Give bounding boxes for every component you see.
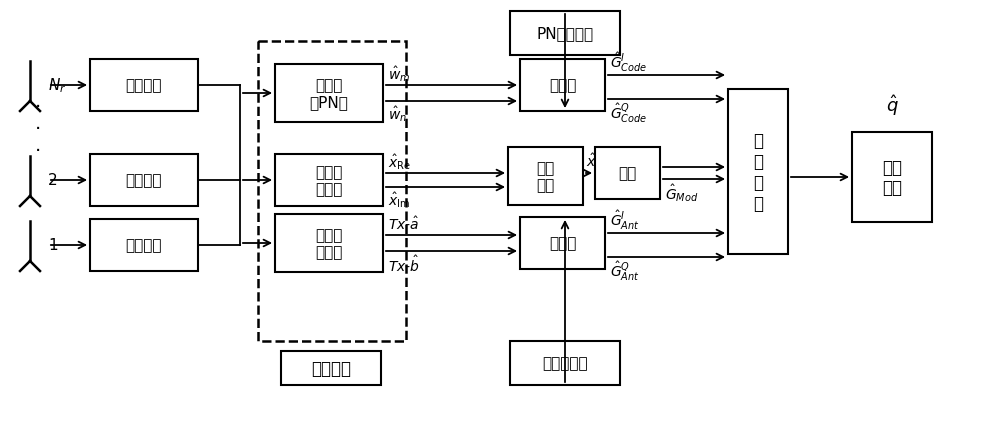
Text: $\hat{G}^I_{Code}$: $\hat{G}^I_{Code}$: [610, 51, 647, 74]
Bar: [275, 65, 383, 123]
Bar: [510, 12, 620, 56]
Text: $\hat{q}$: $\hat{q}$: [886, 93, 898, 118]
Text: $\hat{x}$: $\hat{x}$: [586, 153, 597, 170]
Text: 1: 1: [48, 238, 58, 253]
Text: $\hat{w}_m$: $\hat{w}_m$: [388, 64, 410, 84]
Text: $\hat{G}^I_{Ant}$: $\hat{G}^I_{Ant}$: [610, 208, 640, 231]
Text: 检测调
制符号: 检测调 制符号: [315, 164, 343, 197]
Text: $\hat{x}_{\rm Im}$: $\hat{x}_{\rm Im}$: [388, 190, 410, 209]
Text: 检测激
活天线: 检测激 活天线: [315, 227, 343, 259]
Text: $\hat{w}_n$: $\hat{w}_n$: [388, 104, 407, 124]
Bar: [281, 351, 381, 385]
Text: 并
串
转
换: 并 串 转 换: [753, 132, 763, 212]
Text: 载波恢复: 载波恢复: [126, 238, 162, 253]
Bar: [520, 218, 605, 269]
Text: $\hat{G}_{Mod}$: $\hat{G}_{Mod}$: [665, 181, 698, 203]
Text: 信息
比特: 信息 比特: [882, 158, 902, 197]
Text: $\hat{G}^Q_{Code}$: $\hat{G}^Q_{Code}$: [610, 102, 647, 125]
Bar: [275, 215, 383, 272]
Text: $Tx$-$\hat{b}$: $Tx$-$\hat{b}$: [388, 254, 420, 275]
Bar: [90, 219, 198, 271]
Text: 解映射: 解映射: [549, 78, 576, 93]
Text: $N_r$: $N_r$: [48, 77, 66, 95]
Text: 载波恢复: 载波恢复: [126, 173, 162, 188]
Text: 解调: 解调: [618, 166, 637, 181]
Text: 天线索引表: 天线索引表: [542, 356, 588, 371]
Bar: [90, 60, 198, 112]
Bar: [258, 42, 406, 341]
Bar: [90, 155, 198, 207]
Text: ·
·
·: · · ·: [35, 98, 41, 161]
Text: 检测激
活PN码: 检测激 活PN码: [310, 78, 348, 110]
Bar: [728, 90, 788, 254]
Bar: [595, 148, 660, 199]
Bar: [275, 155, 383, 207]
Bar: [852, 132, 932, 222]
Text: 估计过程: 估计过程: [311, 359, 351, 377]
Text: 载波恢复: 载波恢复: [126, 78, 162, 93]
Text: PN码索引表: PN码索引表: [536, 26, 594, 41]
Bar: [510, 341, 620, 385]
Text: $\hat{G}^Q_{Ant}$: $\hat{G}^Q_{Ant}$: [610, 259, 640, 282]
Bar: [508, 148, 583, 205]
Text: 信号
合成: 信号 合成: [536, 161, 555, 193]
Text: $\hat{x}_{\rm Re}$: $\hat{x}_{\rm Re}$: [388, 152, 411, 172]
Text: $Tx$-$\hat{a}$: $Tx$-$\hat{a}$: [388, 215, 419, 233]
Text: 2: 2: [48, 173, 58, 188]
Text: 解映射: 解映射: [549, 236, 576, 251]
Bar: [520, 60, 605, 112]
